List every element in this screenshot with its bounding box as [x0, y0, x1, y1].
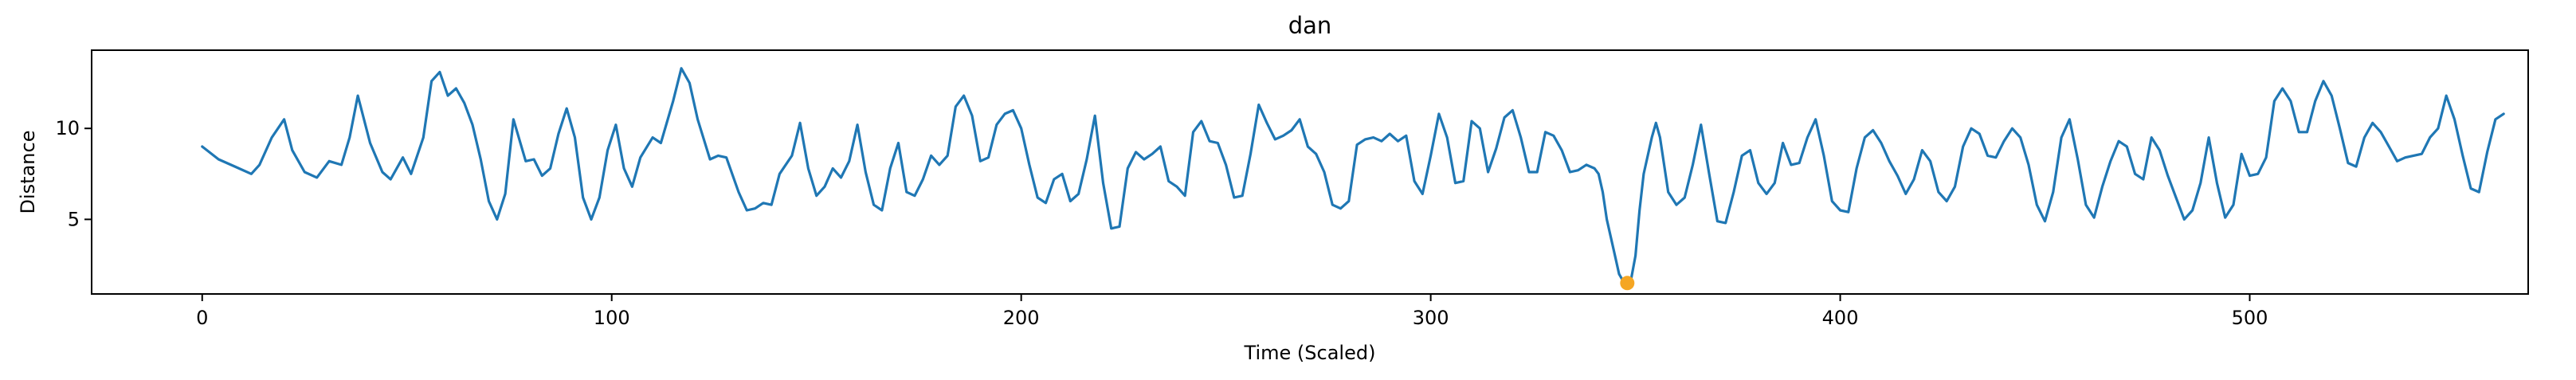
- plot-area: [201, 67, 2505, 291]
- plot-frame: [91, 49, 2529, 295]
- x-tick-label: 200: [1003, 307, 1040, 329]
- y-tick-label: 5: [68, 208, 80, 230]
- chart-title: dan: [1288, 12, 1332, 39]
- x-tick-label: 100: [594, 307, 630, 329]
- x-axis-label: Time (Scaled): [1244, 342, 1376, 364]
- x-tick-label: 400: [1822, 307, 1859, 329]
- y-axis-label: Distance: [17, 131, 39, 214]
- series-line: [201, 67, 2505, 284]
- x-tick-label: 300: [1413, 307, 1449, 329]
- highlight-point: [1620, 276, 1635, 291]
- x-tick-label: 0: [196, 307, 208, 329]
- x-tick-label: 500: [2232, 307, 2268, 329]
- y-tick-label: 10: [55, 117, 80, 139]
- x-axis: 0 100 200 300 400 500: [196, 294, 2268, 329]
- y-axis: 5 10: [55, 117, 92, 230]
